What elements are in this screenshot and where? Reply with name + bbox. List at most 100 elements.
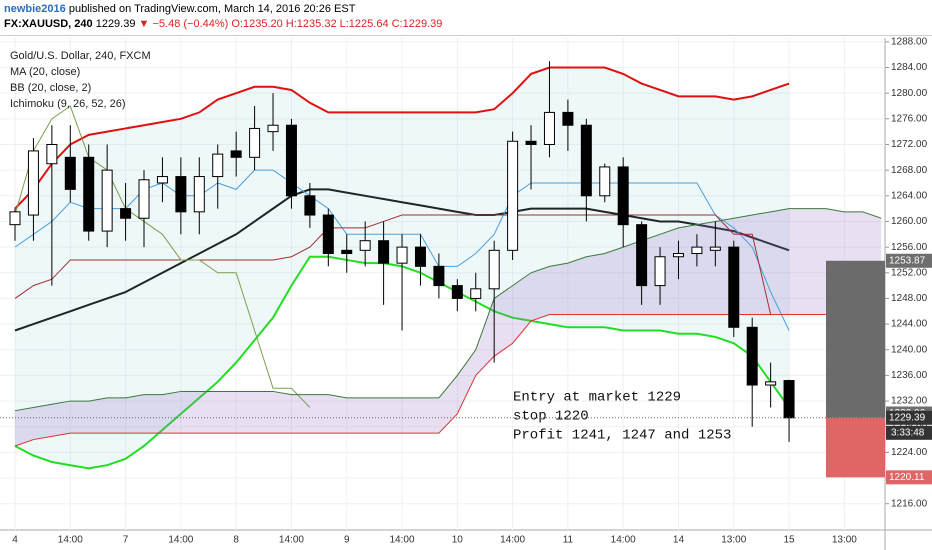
y-tick-label: 1248.00 [891, 293, 928, 304]
candle-body [156, 176, 168, 184]
published: published on TradingView.com, March 14, … [68, 3, 356, 15]
price-tag-label: 1229.39 [889, 412, 926, 423]
candle-body [83, 156, 95, 232]
candle-body [709, 246, 721, 251]
x-tick-label: 10 [452, 535, 464, 546]
candle-body [230, 150, 242, 158]
x-tick-label: 4 [12, 535, 18, 546]
x-tick-label: 11 [563, 535, 574, 546]
header-line: newbie2016 published on TradingView.com,… [4, 2, 928, 17]
candle-body [580, 124, 592, 197]
candle-body [175, 176, 187, 213]
annotation: stop 1220 [513, 409, 589, 425]
x-tick-label: 14:00 [58, 535, 83, 546]
candle-body [783, 380, 795, 419]
candle-body [304, 195, 316, 216]
y-tick-label: 1236.00 [891, 370, 928, 381]
y-tick-label: 1288.00 [891, 36, 928, 47]
candle-body [267, 124, 279, 133]
y-tick-label: 1244.00 [891, 319, 928, 330]
candle-body [470, 288, 482, 299]
candle-body [27, 150, 39, 216]
chart-title: Gold/U.S. Dollar, 240, FXCM [10, 50, 151, 62]
y-tick-label: 1284.00 [891, 62, 928, 73]
annotation: Profit 1241, 1247 and 1253 [513, 428, 731, 444]
candle-body [120, 208, 132, 219]
candle-body [746, 326, 758, 386]
y-tick-label: 1240.00 [891, 344, 928, 355]
symbol: FX:XAUUSD, 240 [4, 18, 93, 30]
candle-body [322, 214, 334, 255]
x-tick-label: 13:00 [832, 535, 857, 546]
y-tick-label: 1256.00 [891, 242, 928, 253]
indicator-line [14, 66, 790, 210]
candle-body [212, 153, 224, 178]
indicator-line [14, 188, 790, 332]
y-tick-label: 1268.00 [891, 165, 928, 176]
indicator-line [14, 105, 311, 408]
price-tag [886, 470, 932, 485]
indicator-line [14, 214, 790, 315]
candle-body [46, 143, 58, 165]
header-line: FX:XAUUSD, 240 1229.39 ▼ −5.48 (−0.44%) … [4, 17, 928, 32]
candle-body [728, 246, 740, 328]
y-tick-label: 1280.00 [891, 88, 928, 99]
legend-entry: Ichimoku (9, 26, 52, 26) [10, 98, 126, 110]
y-tick-label: 1272.00 [891, 139, 928, 150]
candle-body [414, 246, 426, 267]
candle-body [562, 111, 574, 126]
x-tick-label: 7 [123, 535, 129, 546]
x-tick-label: 14 [673, 535, 685, 546]
candle-body [765, 381, 777, 386]
x-tick-label: 13:00 [721, 535, 746, 546]
last-price: 1229.39 [95, 18, 136, 30]
price-tag-label: 1220.11 [889, 472, 925, 483]
ohlc: O:1235.20 H:1235.32 L:1225.64 C:1229.39 [231, 18, 443, 30]
x-tick-label: 14:00 [500, 535, 525, 546]
candle-body [507, 140, 519, 251]
header: newbie2016 published on TradingView.com,… [0, 0, 932, 36]
y-tick-label: 1264.00 [891, 190, 928, 201]
y-tick-label: 1276.00 [891, 113, 928, 124]
candle-body [599, 166, 611, 197]
candle-body [359, 240, 371, 251]
indicator-line [14, 208, 882, 412]
candle-body [396, 246, 408, 264]
annotation: Entry at market 1229 [513, 390, 681, 406]
candle-body [138, 179, 150, 219]
target-box [826, 260, 885, 418]
y-tick-label: 1216.00 [891, 498, 928, 509]
candle-body [543, 111, 555, 145]
candle-body [617, 166, 629, 226]
countdown-label: 3:33:48 [891, 427, 925, 438]
candle-body [101, 169, 113, 232]
legend-entry: MA (20, close) [10, 66, 80, 78]
price-tag [886, 410, 932, 425]
candle-body [672, 253, 684, 258]
candle-body [654, 256, 666, 287]
candle-body [691, 246, 703, 255]
price-tag-label: 1253.87 [889, 255, 926, 266]
candle-body [378, 240, 390, 264]
candle-body [64, 156, 76, 190]
x-tick-label: 14:00 [390, 535, 415, 546]
y-tick-label: 1232.00 [891, 396, 928, 407]
candle-layer [9, 61, 795, 442]
candle-body [636, 224, 648, 287]
indicator-fill [15, 67, 790, 469]
y-tick-label: 1252.00 [891, 267, 928, 278]
candle-body [341, 249, 353, 255]
price-tag [886, 253, 932, 268]
x-tick-label: 9 [344, 535, 350, 546]
candle-body [9, 211, 21, 226]
y-tick-label: 1260.00 [891, 216, 928, 227]
overlay-layer: Gold/U.S. Dollar, 240, FXCM MA (20, clos… [0, 50, 932, 485]
x-tick-label: 14:00 [279, 535, 304, 546]
y-tick-label: 1224.00 [891, 447, 928, 458]
x-tick-label: 14:00 [611, 535, 636, 546]
candle-body [488, 249, 500, 290]
candle-body [285, 124, 297, 197]
change: ▼ −5.48 (−0.44%) [138, 18, 229, 30]
